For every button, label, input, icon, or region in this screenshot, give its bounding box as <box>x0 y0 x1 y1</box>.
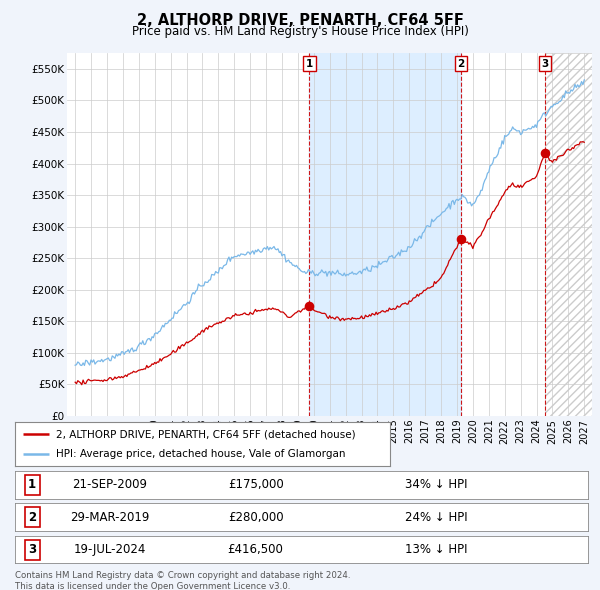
Text: 1: 1 <box>28 478 36 491</box>
Text: 19-JUL-2024: 19-JUL-2024 <box>73 543 146 556</box>
Text: 2, ALTHORP DRIVE, PENARTH, CF64 5FF (detached house): 2, ALTHORP DRIVE, PENARTH, CF64 5FF (det… <box>56 430 356 439</box>
Bar <box>310 53 461 416</box>
Text: 2, ALTHORP DRIVE, PENARTH, CF64 5FF: 2, ALTHORP DRIVE, PENARTH, CF64 5FF <box>137 13 463 28</box>
Bar <box>545 53 592 416</box>
Point <box>456 235 466 244</box>
Text: 24% ↓ HPI: 24% ↓ HPI <box>404 510 467 524</box>
Text: 2: 2 <box>457 58 464 68</box>
Text: £416,500: £416,500 <box>228 543 284 556</box>
Text: 34% ↓ HPI: 34% ↓ HPI <box>404 478 467 491</box>
Text: £175,000: £175,000 <box>228 478 284 491</box>
Text: 13% ↓ HPI: 13% ↓ HPI <box>404 543 467 556</box>
Text: Price paid vs. HM Land Registry's House Price Index (HPI): Price paid vs. HM Land Registry's House … <box>131 25 469 38</box>
Text: Contains HM Land Registry data © Crown copyright and database right 2024.
This d: Contains HM Land Registry data © Crown c… <box>15 571 350 590</box>
Text: HPI: Average price, detached house, Vale of Glamorgan: HPI: Average price, detached house, Vale… <box>56 449 346 458</box>
Text: 21-SEP-2009: 21-SEP-2009 <box>72 478 147 491</box>
Text: £280,000: £280,000 <box>228 510 283 524</box>
Point <box>541 149 550 158</box>
Bar <box>545 53 592 416</box>
Text: 3: 3 <box>541 58 549 68</box>
Text: 3: 3 <box>28 543 36 556</box>
Text: 1: 1 <box>306 58 313 68</box>
Point <box>305 301 314 310</box>
Text: 2: 2 <box>28 510 36 524</box>
Text: 29-MAR-2019: 29-MAR-2019 <box>70 510 149 524</box>
